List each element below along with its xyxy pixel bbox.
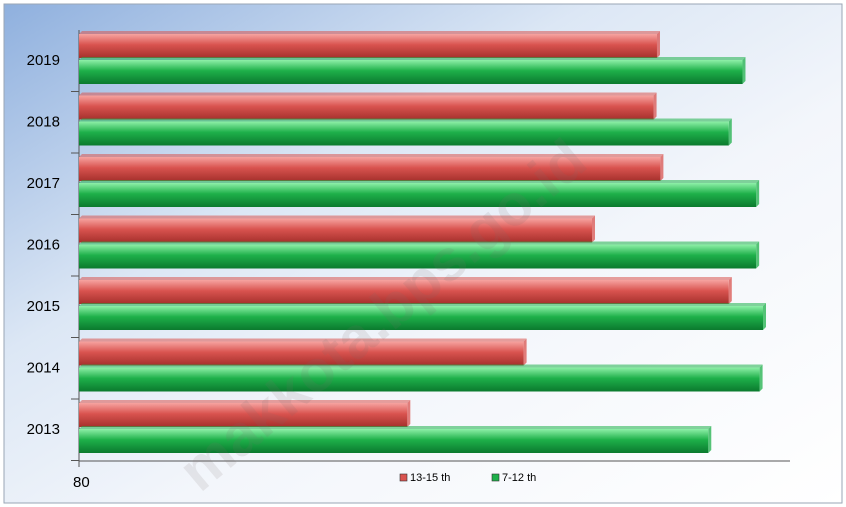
bar-side-face (728, 118, 732, 146)
bar-side-face (756, 241, 760, 269)
bar-side-face (523, 338, 527, 366)
bar-side-face (708, 426, 712, 453)
bar-13-15th-2013 (79, 403, 408, 427)
bar-top-face (79, 118, 732, 122)
bar-side-face (728, 277, 732, 304)
legend-swatch-0 (399, 473, 408, 482)
y-tick-label-2016: 2016 (27, 237, 60, 254)
bar-7-12th-2015 (79, 306, 763, 330)
bar-top-face (79, 215, 595, 219)
bar-top-face (79, 426, 712, 429)
y-tick-label-2015: 2015 (27, 298, 60, 315)
plot-area: 2019 2018 2017 2016 2015 2014 2013 80 13-15 th 7-… (27, 30, 790, 491)
bar-7-12th-2014 (79, 367, 760, 392)
bar-top-face (79, 31, 660, 34)
bar-top-face (79, 180, 760, 183)
y-tick-label-2013: 2013 (27, 421, 60, 438)
bar-side-face (407, 400, 411, 427)
bar-7-12th-2018 (79, 121, 729, 146)
bar-top-face (79, 338, 527, 342)
bar-top-face (79, 57, 746, 60)
bar-7-12th-2017 (79, 183, 757, 207)
bar-top-face (79, 277, 732, 280)
y-tick-label-2019: 2019 (27, 52, 60, 69)
y-tick-label-2018: 2018 (27, 114, 60, 131)
bar-side-face (742, 57, 746, 84)
bar-7-12th-2013 (79, 429, 709, 453)
bar-side-face (756, 180, 760, 207)
legend-label-0: 13-15 th (410, 472, 450, 484)
bar-top-face (79, 92, 657, 96)
y-tick-label-2014: 2014 (27, 360, 60, 377)
bar-side-face (759, 364, 763, 392)
bar-7-12th-2019 (79, 60, 743, 84)
bar-top-face (79, 400, 411, 403)
bar-top-face (79, 303, 766, 306)
bar-side-face (660, 154, 664, 181)
bar-13-15th-2019 (79, 34, 657, 58)
bar-7-12th-2016 (79, 244, 757, 269)
bar-side-face (592, 215, 595, 243)
legend-label-1: 7-12 th (502, 472, 536, 484)
y-tick-label-2017: 2017 (27, 175, 60, 192)
bar-13-15th-2016 (79, 218, 592, 243)
bar-top-face (79, 154, 664, 157)
bar-side-face (656, 31, 660, 58)
bar-13-15th-2015 (79, 280, 729, 304)
bar-side-face (653, 92, 657, 120)
bar-13-15th-2017 (79, 157, 661, 181)
bar-13-15th-2014 (79, 341, 524, 366)
legend-swatch-1 (491, 473, 500, 482)
bar-top-face (79, 241, 760, 245)
bar-side-face (763, 303, 766, 330)
bar-13-15th-2018 (79, 95, 654, 120)
bar-top-face (79, 364, 763, 368)
x-tick-label: 80 (73, 474, 90, 491)
